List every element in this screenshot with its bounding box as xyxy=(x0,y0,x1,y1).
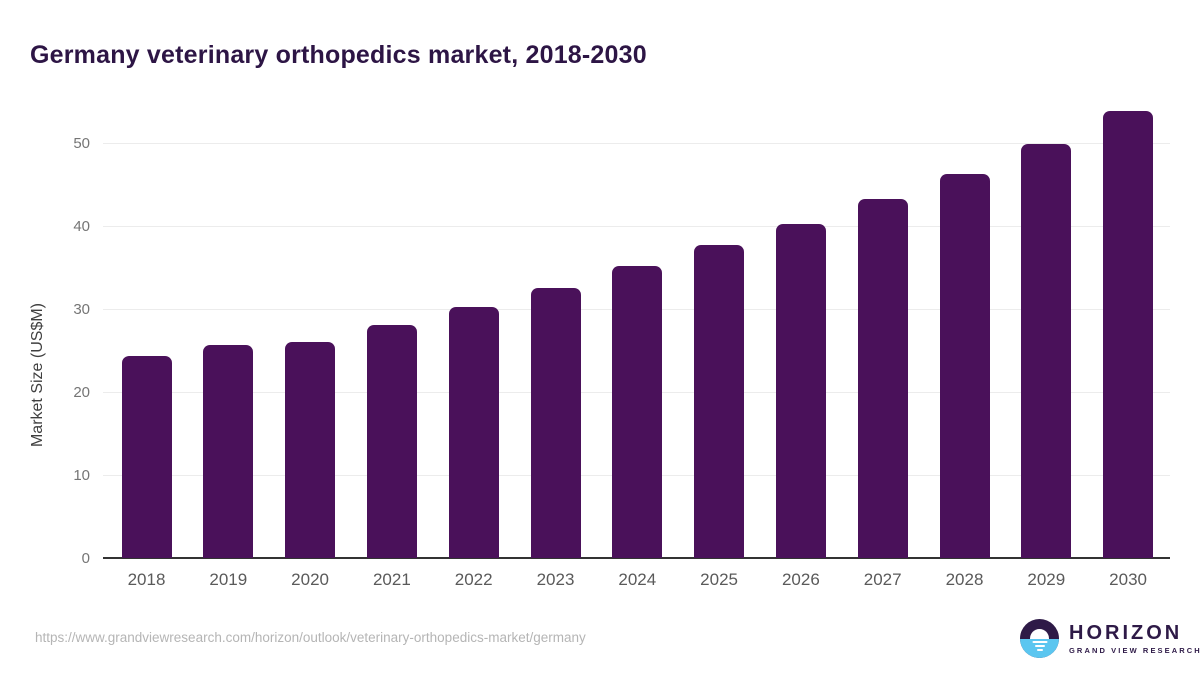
y-tick-label-20: 20 xyxy=(73,383,90,401)
bar-2021 xyxy=(366,324,417,558)
x-tick-label-2025: 2025 xyxy=(700,570,738,589)
x-tick-label-2028: 2028 xyxy=(945,570,984,589)
water-stripe xyxy=(1034,645,1045,647)
bar-2026 xyxy=(775,223,826,558)
y-tick-label-10: 10 xyxy=(73,466,90,484)
bar-2030 xyxy=(1103,111,1154,558)
bar-2029 xyxy=(1021,143,1072,558)
y-tick-label-50: 50 xyxy=(73,134,90,152)
bar-2027 xyxy=(857,199,908,558)
x-tick-label-2022: 2022 xyxy=(454,570,493,589)
source-url: https://www.grandviewresearch.com/horizo… xyxy=(35,630,586,645)
x-tick-label-2021: 2021 xyxy=(372,570,411,589)
logo-brand-name: HORIZON xyxy=(1069,621,1183,644)
x-tick-label-2019: 2019 xyxy=(209,570,248,589)
x-tick-label-2027: 2027 xyxy=(863,570,902,589)
water-stripe xyxy=(1032,641,1047,643)
bar-2028 xyxy=(939,173,990,558)
x-tick-label-2030: 2030 xyxy=(1109,570,1147,589)
horizon-logo: HORIZON GRAND VIEW RESEARCH xyxy=(1020,619,1200,658)
x-axis-line xyxy=(103,557,1170,559)
x-tick-label-2023: 2023 xyxy=(536,570,575,589)
gridline-y-40 xyxy=(103,226,1170,227)
y-axis-title: Market Size (US$M) xyxy=(29,302,46,448)
bar-2020 xyxy=(285,342,336,558)
x-tick-label-2024: 2024 xyxy=(618,570,657,589)
y-tick-label-30: 30 xyxy=(73,300,90,318)
bar-2023 xyxy=(530,288,581,558)
x-tick-label-2020: 2020 xyxy=(291,570,329,589)
y-tick-label-40: 40 xyxy=(73,217,90,235)
water-half-icon xyxy=(1020,638,1059,658)
bar-2018 xyxy=(121,356,172,558)
logo-tagline: GRAND VIEW RESEARCH xyxy=(1069,645,1200,655)
logo-text-block: HORIZON GRAND VIEW RESEARCH xyxy=(1069,623,1200,655)
bar-2025 xyxy=(694,245,745,558)
gridline-y-50 xyxy=(103,143,1170,144)
y-tick-label-0: 0 xyxy=(81,549,90,567)
x-tick-label-2018: 2018 xyxy=(127,570,166,589)
x-tick-label-2026: 2026 xyxy=(781,570,820,589)
chart-title: Germany veterinary orthopedics market, 2… xyxy=(30,40,647,69)
bar-2022 xyxy=(448,307,499,558)
bar-2019 xyxy=(203,344,254,558)
x-tick-label-2029: 2029 xyxy=(1027,570,1066,589)
bar-2024 xyxy=(612,265,663,558)
horizon-sun-icon xyxy=(1020,619,1059,658)
water-stripe xyxy=(1036,649,1043,651)
